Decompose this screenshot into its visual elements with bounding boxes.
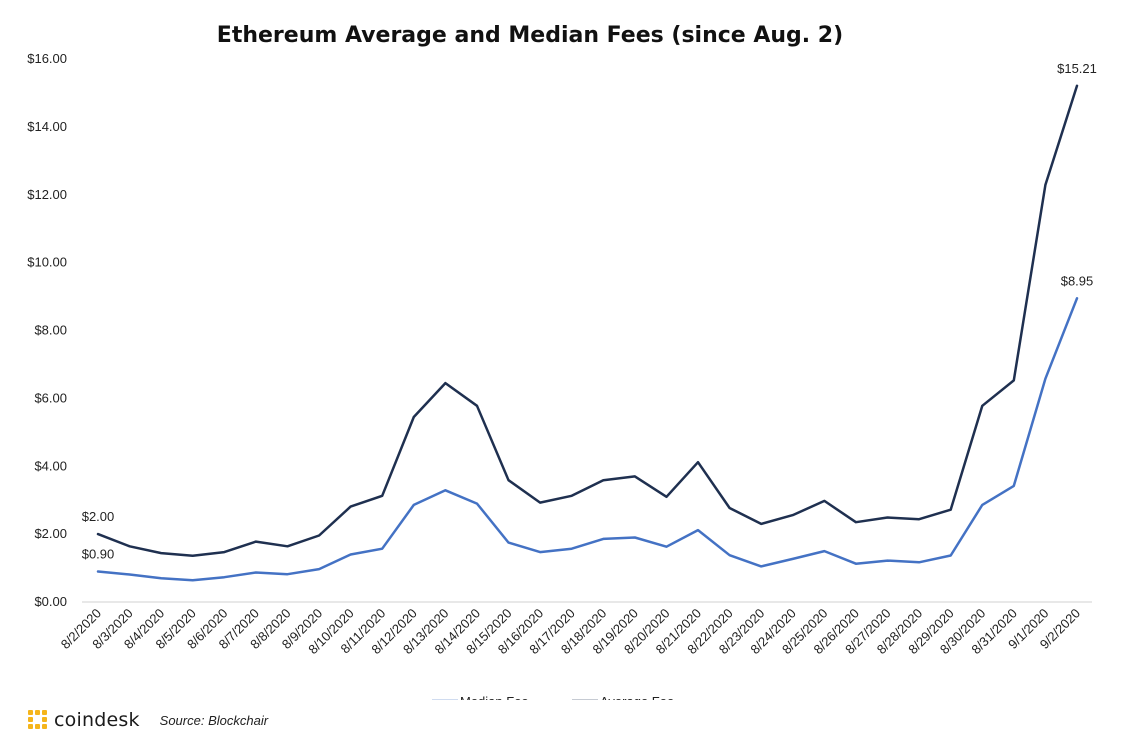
y-tick-label: $12.00 (27, 187, 67, 202)
y-axis: $0.00 $2.00 $4.00 $6.00 $8.00 $10.00 $12.00 $14… (27, 51, 67, 609)
y-tick-label: $10.00 (27, 255, 67, 270)
legend-label: Average Fee (600, 694, 674, 700)
legend: Median Fee Average Fee (432, 694, 674, 700)
x-axis: 8/2/20208/3/20208/4/20208/5/20208/6/2020… (58, 606, 1083, 658)
legend-label: Median Fee (460, 694, 529, 700)
series-line-median-fee (96, 297, 1079, 582)
data-label: $15.21 (1057, 61, 1097, 76)
legend-entry: Average Fee (572, 694, 674, 700)
legend-entry: Median Fee (432, 694, 529, 700)
y-tick-label: $6.00 (34, 390, 67, 405)
y-tick-label: $16.00 (27, 51, 67, 66)
brand-name: coindesk (54, 709, 140, 731)
line-chart: Ethereum Average and Median Fees (since … (27, 23, 1097, 700)
series-lines (96, 84, 1079, 582)
chart-title: Ethereum Average and Median Fees (since … (217, 23, 843, 48)
y-tick-label: $2.00 (34, 526, 67, 541)
data-label: $2.00 (82, 509, 115, 524)
series-line-average-fee (96, 84, 1079, 558)
coindesk-logo-icon (28, 710, 47, 729)
source-note: Source: Blockchair (159, 712, 269, 728)
y-tick-label: $8.00 (34, 323, 67, 338)
data-label: $0.90 (82, 546, 115, 561)
data-labels: $2.00 $0.90 $15.21 $8.95 (82, 61, 1097, 562)
y-tick-label: $14.00 (27, 119, 67, 134)
data-label: $8.95 (1061, 273, 1094, 288)
y-tick-label: $0.00 (34, 594, 67, 609)
y-tick-label: $4.00 (34, 458, 67, 473)
footer: coindesk Source: Blockchair (28, 706, 268, 734)
